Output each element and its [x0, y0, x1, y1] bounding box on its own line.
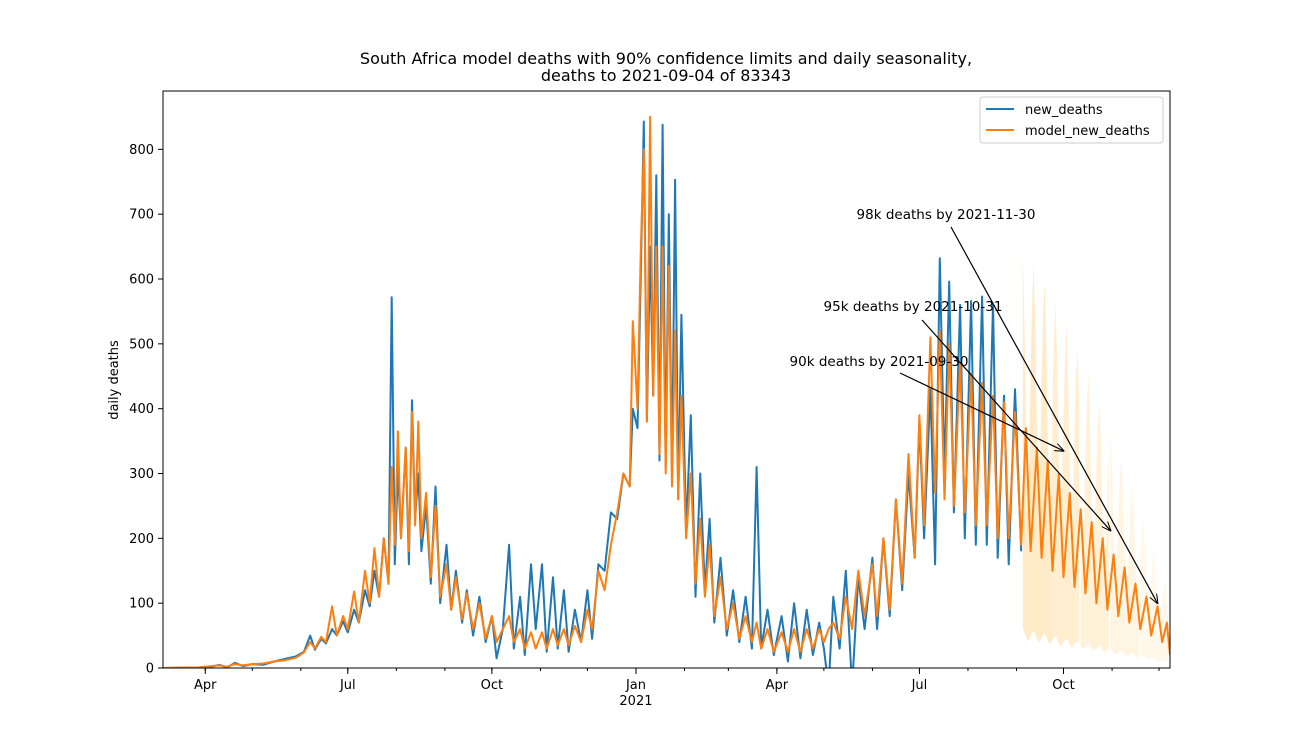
confidence-band-segment [1080, 375, 1109, 654]
x-tick-label: Jul [339, 678, 356, 693]
legend-label-new-deaths: new_deaths [1025, 103, 1103, 118]
y-tick-label: 100 [129, 597, 154, 612]
y-tick-label: 400 [129, 402, 154, 417]
annotation-arrow [899, 372, 1064, 451]
series-lines [163, 115, 1170, 668]
annotation-arrow [921, 319, 1110, 531]
x-tick-label: Jan [625, 678, 646, 693]
legend-box [979, 96, 1164, 144]
y-axis-label: daily deaths [107, 340, 122, 420]
y-tick-label: 800 [129, 143, 154, 158]
y-tick-label: 600 [129, 273, 154, 288]
annotation-text: 98k deaths by 2021-11-30 [857, 207, 1036, 223]
y-tick-label: 700 [129, 208, 154, 223]
plot-frame [162, 90, 1171, 669]
legend-label-model-new-deaths: model_new_deaths [1025, 124, 1150, 139]
chart-title-line1: South Africa model deaths with 90% confi… [360, 49, 972, 68]
annotation-arrow [950, 226, 1157, 603]
x-tick-label: Jul [911, 678, 928, 693]
annotations: 90k deaths by 2021-09-30 95k deaths by 20… [790, 207, 1158, 603]
confidence-band-segment [1140, 519, 1169, 663]
annotation-text: 90k deaths by 2021-09-30 [790, 354, 969, 370]
series-line-model-new-deaths [163, 115, 1170, 668]
x-tick-sublabel: 2021 [619, 694, 652, 709]
x-tick-label: Oct [1052, 678, 1074, 693]
annotation-text: 95k deaths by 2021-10-31 [824, 299, 1003, 315]
x-tick-label: Apr [194, 678, 217, 693]
y-axis: 0 100 200 300 400 500 600 700 800 [129, 143, 163, 677]
legend: new_deaths model_new_deaths [979, 96, 1164, 144]
y-tick-label: 500 [129, 337, 154, 352]
y-tick-label: 300 [129, 467, 154, 482]
x-tick-label: Oct [481, 678, 503, 693]
x-tick-label: Apr [766, 678, 789, 693]
y-tick-label: 0 [146, 662, 154, 677]
chart-title-line2: deaths to 2021-09-04 of 83343 [541, 66, 791, 85]
y-tick-label: 200 [129, 532, 154, 547]
confidence-band-segment [1051, 304, 1080, 648]
